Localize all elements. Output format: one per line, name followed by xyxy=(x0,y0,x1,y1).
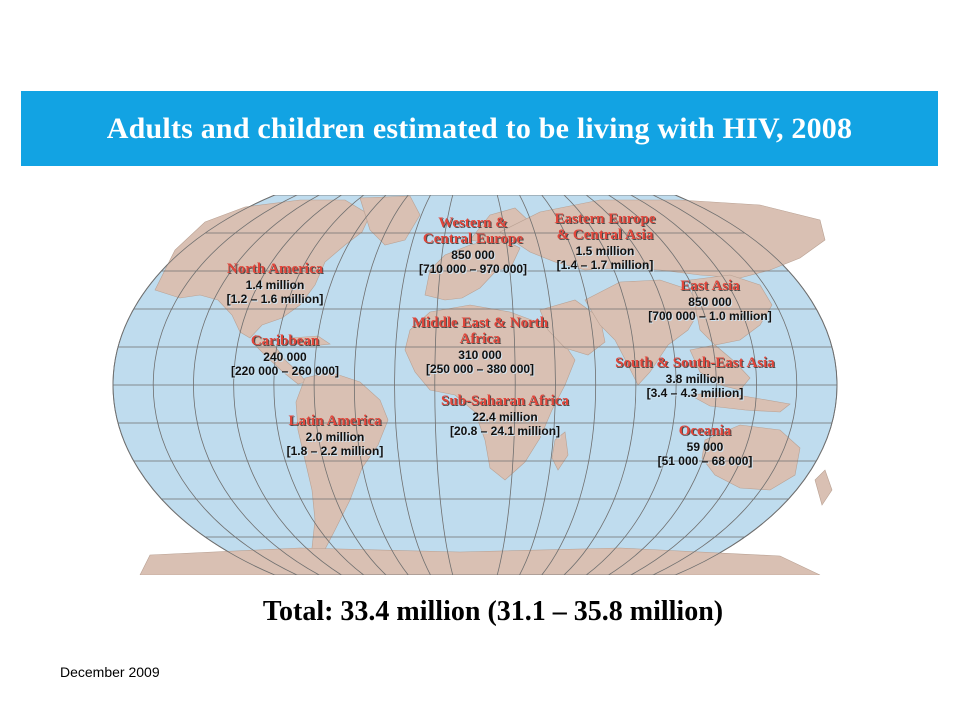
region-range: [250 000 – 380 000] xyxy=(425,361,535,376)
region-value: 59 000 xyxy=(686,439,724,454)
region-value: 310 000 xyxy=(458,347,502,362)
land-northern-asia xyxy=(499,199,826,279)
region-range: [20.8 – 24.1 million] xyxy=(449,424,561,439)
region-name-line2: Central Europe xyxy=(422,230,524,247)
footer-date: December 2009 xyxy=(60,664,160,680)
land-southeast-asia xyxy=(689,344,751,391)
region-range: [1.8 – 2.2 million] xyxy=(286,444,384,459)
region-name-line2: Africa xyxy=(459,330,501,347)
region-value: 2.0 million xyxy=(305,429,365,444)
region-range: [1.4 – 1.7 million] xyxy=(556,257,654,272)
region-value: 1.4 million xyxy=(245,277,305,292)
region-value: 240 000 xyxy=(263,349,307,364)
land-africa xyxy=(404,304,576,481)
region-name: South & South-East Asia xyxy=(615,355,775,371)
land-madagascar xyxy=(551,431,569,471)
land-north-america xyxy=(154,199,371,339)
region-sub-saharan-africa: Sub-Saharan Africa 22.4 million [20.8 – … xyxy=(415,393,595,439)
region-latin-america: Latin America 2.0 million [1.8 – 2.2 mil… xyxy=(260,413,410,459)
land-east-asia xyxy=(689,274,773,346)
region-middle-east-north-africa: Middle East & North Africa 310 000 [250 … xyxy=(390,315,570,376)
region-value: 850 000 xyxy=(688,294,732,309)
region-name: Middle East & North xyxy=(411,315,549,331)
region-name: East Asia xyxy=(680,278,740,294)
region-name: North America xyxy=(226,261,324,277)
region-range: [700 000 – 1.0 million] xyxy=(648,309,772,324)
land-indonesia xyxy=(689,391,791,413)
region-name: Sub-Saharan Africa xyxy=(441,393,569,409)
region-name: Western & xyxy=(438,215,508,231)
region-oceania: Oceania 59 000 [51 000 – 68 000] xyxy=(630,423,780,469)
region-east-asia: East Asia 850 000 [700 000 – 1.0 million… xyxy=(630,278,790,324)
region-value: 1.5 million xyxy=(575,243,635,258)
region-range: [1.2 – 1.6 million] xyxy=(226,292,324,307)
land-australia xyxy=(701,424,801,491)
landmasses xyxy=(139,195,833,575)
region-range: [710 000 – 970 000] xyxy=(418,261,528,276)
land-caribbean-islands xyxy=(289,335,331,347)
region-name: Eastern Europe xyxy=(554,211,656,227)
total-estimate: Total: 33.4 million (31.1 – 35.8 million… xyxy=(262,596,724,627)
region-north-america: North America 1.4 million [1.2 – 1.6 mil… xyxy=(200,261,350,307)
region-eastern-europe-central-asia: Eastern Europe & Central Asia 1.5 millio… xyxy=(530,211,680,272)
land-europe xyxy=(424,237,521,301)
region-name-line2: & Central Asia xyxy=(556,226,654,243)
land-south-america xyxy=(295,371,389,556)
region-range: [220 000 – 260 000] xyxy=(230,364,340,379)
land-middle-east xyxy=(539,299,606,356)
land-south-asia xyxy=(584,279,701,386)
region-range: [3.4 – 4.3 million] xyxy=(646,386,744,401)
region-western-central-europe: Western & Central Europe 850 000 [710 00… xyxy=(398,215,548,276)
region-value: 850 000 xyxy=(451,247,495,262)
map-title: Adults and children estimated to be livi… xyxy=(106,111,853,145)
region-name: Oceania xyxy=(678,423,732,439)
title-banner: Adults and children estimated to be livi… xyxy=(21,91,938,166)
region-range: [51 000 – 68 000] xyxy=(657,454,753,469)
region-name: Caribbean xyxy=(250,333,320,349)
land-antarctica xyxy=(139,547,821,575)
region-south-southeast-asia: South & South-East Asia 3.8 million [3.4… xyxy=(590,355,800,401)
region-name: Latin America xyxy=(288,413,382,429)
region-value: 22.4 million xyxy=(472,409,538,424)
land-new-zealand xyxy=(814,469,833,506)
region-caribbean: Caribbean 240 000 [220 000 – 260 000] xyxy=(210,333,360,379)
region-value: 3.8 million xyxy=(665,371,725,386)
graticule xyxy=(112,195,838,575)
